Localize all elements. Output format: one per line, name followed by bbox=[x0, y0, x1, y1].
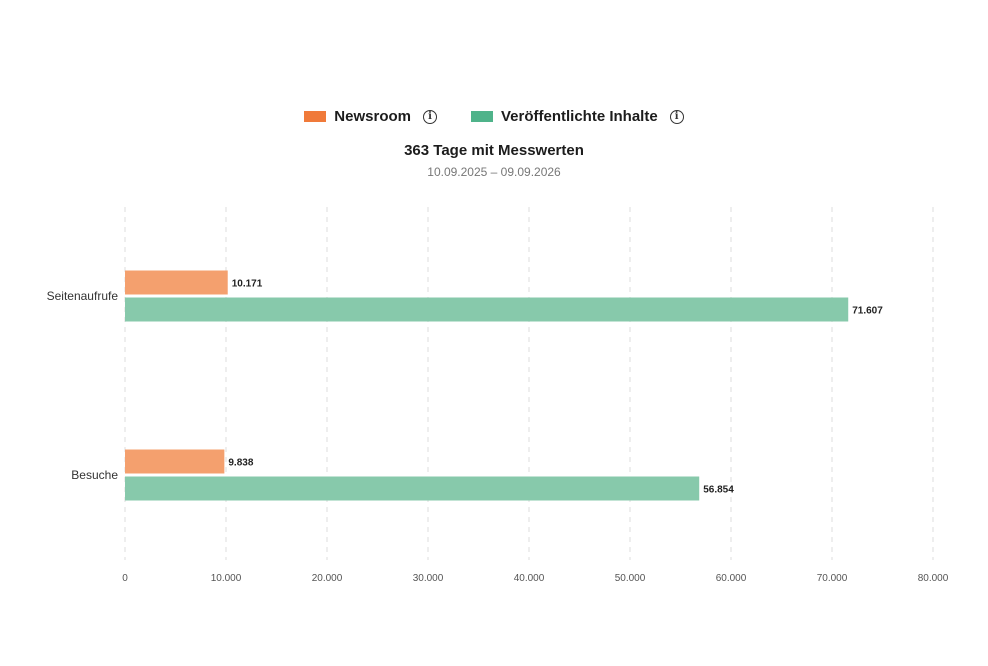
x-tick-label: 0 bbox=[122, 573, 128, 584]
legend-item-newsroom[interactable]: Newsroom i bbox=[304, 108, 437, 125]
info-icon[interactable]: i bbox=[422, 109, 437, 124]
x-tick-label: 70.000 bbox=[817, 573, 848, 584]
data-label: 56.854 bbox=[703, 485, 734, 496]
x-tick-label: 20.000 bbox=[312, 573, 343, 584]
x-tick-label: 80.000 bbox=[918, 573, 949, 584]
legend-swatch-published-content bbox=[470, 111, 493, 122]
legend-label-newsroom: Newsroom bbox=[334, 108, 411, 125]
data-label: 71.607 bbox=[852, 306, 883, 317]
chart-subtitle: 10.09.2025 – 09.09.2026 bbox=[427, 165, 561, 179]
chart-legend: Newsroom i Veröffentlichte Inhalte i bbox=[0, 108, 988, 125]
x-tick-label: 60.000 bbox=[716, 573, 747, 584]
bar bbox=[125, 270, 228, 295]
bar bbox=[125, 449, 225, 474]
bar bbox=[125, 297, 849, 322]
bar bbox=[125, 476, 700, 501]
data-label: 9.838 bbox=[228, 458, 253, 469]
x-tick-label: 40.000 bbox=[514, 573, 545, 584]
x-tick-label: 30.000 bbox=[413, 573, 444, 584]
category-label: Seitenaufrufe bbox=[47, 289, 119, 303]
legend-label-published-content: Veröffentlichte Inhalte bbox=[500, 108, 658, 125]
chart-title: 363 Tage mit Messwerten bbox=[404, 142, 584, 159]
x-tick-label: 10.000 bbox=[211, 573, 242, 584]
legend-swatch-newsroom bbox=[304, 111, 327, 122]
category-label: Besuche bbox=[71, 468, 118, 482]
legend-item-published-content[interactable]: Veröffentlichte Inhalte i bbox=[470, 108, 684, 125]
info-icon[interactable]: i bbox=[669, 109, 684, 124]
data-label: 10.171 bbox=[232, 279, 263, 290]
x-tick-label: 50.000 bbox=[615, 573, 646, 584]
